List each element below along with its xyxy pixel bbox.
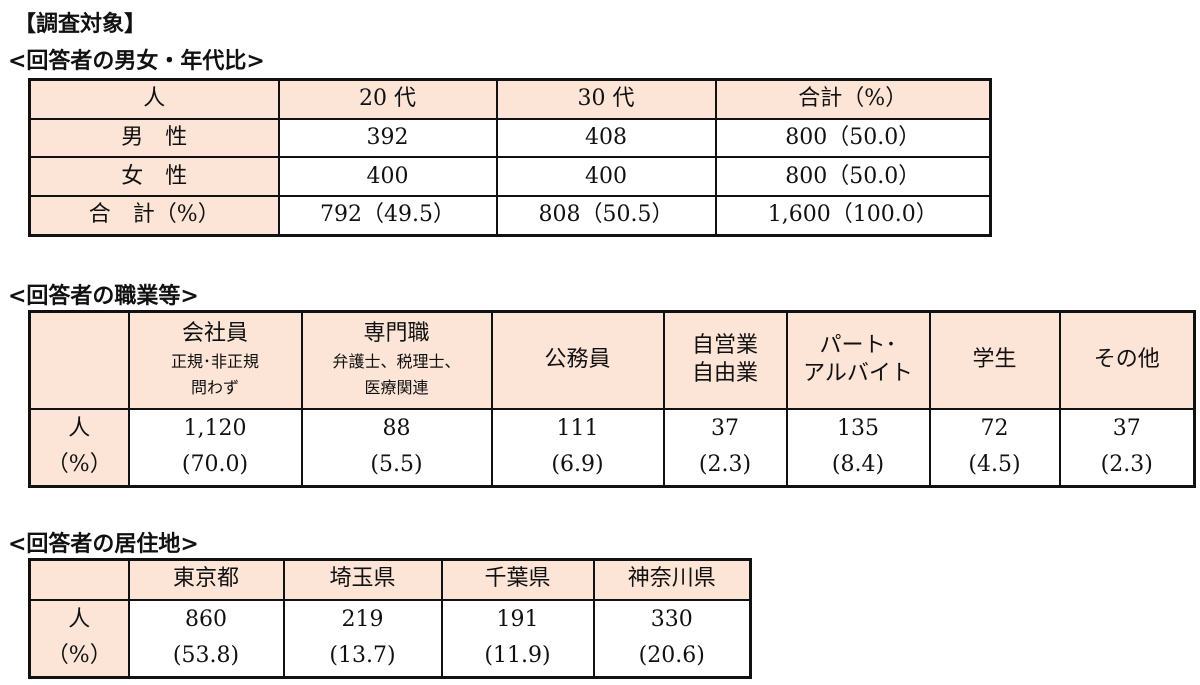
cell: 1,600（100.0） [714,195,992,237]
cell: 392 [277,117,498,159]
header-cell: 合計（%） [714,78,992,120]
occupation-name: 自営業 [691,332,758,358]
row-label: 女 性 [28,156,280,198]
row-label-count: 人 [68,607,91,633]
occupation-heading: <回答者の職業等> [8,284,199,309]
occupation-name: 専門職 [363,321,430,347]
cell: 219 (13.7) [282,598,443,679]
header-cell: 学生 [928,310,1061,410]
cell: 88 (5.5) [300,407,493,488]
percent-value: (6.9) [551,452,604,478]
percent-value: (53.8) [172,643,240,669]
occupation-table: 会社員 正規･非正規 問わず 専門職 弁護士、税理士、 医療関連 公務員 自営業 自由業 パート･… [28,310,1196,488]
percent-value: (8.4) [831,452,885,478]
residence-heading: <回答者の居住地> [8,532,199,557]
count-value: 37 [711,416,739,442]
cell: 37 (2.3) [662,407,788,488]
table-row: 男 性 392 408 800（50.0） [28,117,992,159]
percent-value: (11.9) [484,643,551,669]
table-header-row: 会社員 正規･非正規 問わず 専門職 弁護士、税理士、 医療関連 公務員 自営業 自由業 パート･… [28,310,1196,410]
header-cell: 公務員 [490,310,665,410]
header-cell: 埼玉県 [282,558,443,601]
percent-value: (2.3) [1100,452,1153,478]
percent-value: (2.3) [698,452,752,478]
header-cell: 30 代 [495,78,717,120]
occupation-note: 正規･非正規 [170,351,259,371]
cell: 800（50.0） [714,117,992,159]
cell: 72 (4.5) [928,407,1061,488]
occupation-note: アルバイト [803,361,913,387]
percent-value: (70.0) [181,452,249,478]
corner-cell [28,310,130,410]
header-cell: 人 [28,78,280,120]
occupation-name: その他 [1093,346,1160,372]
occupation-note: 自由業 [691,361,758,387]
percent-value: (4.5) [968,452,1021,478]
percent-value: (5.5) [370,452,423,478]
cell: 330 (20.6) [592,598,752,679]
row-label: 男 性 [28,117,280,159]
cell: 860 (53.8) [127,598,285,679]
row-label: 人 （%） [28,598,130,679]
header-cell: 千葉県 [440,558,595,601]
occupation-name: 会社員 [181,321,248,347]
count-value: 72 [980,416,1009,442]
cell: 37 (2.3) [1058,407,1196,488]
header-cell: 会社員正規･非正規 問わず [127,310,303,410]
header-cell: 神奈川県 [592,558,752,601]
count-value: 191 [496,607,539,633]
cell: 191 (11.9) [440,598,595,679]
header-cell: 自営業 自由業 [662,310,788,410]
table-row: 合 計（%） 792（49.5） 808（50.5） 1,600（100.0） [28,195,992,237]
table-row: 人 （%） 860 (53.8) 219 (13.7) 191 (11.9) 330 (20.… [28,598,752,679]
cell: 1,120 (70.0) [127,407,303,488]
cell: 808（50.5） [495,195,717,237]
page-title: 【調査対象】 [14,12,147,37]
table-header-row: 人 20 代 30 代 合計（%） [28,78,992,120]
header-cell: 東京都 [127,558,285,601]
occupation-name: パート･ [819,332,897,358]
count-value: 37 [1112,416,1141,442]
count-value: 111 [556,416,599,442]
count-value: 860 [185,607,227,633]
header-cell: パート･ アルバイト [785,310,931,410]
row-label: 人 （%） [28,407,130,488]
occupation-name: 学生 [972,346,1017,372]
count-value: 1,120 [183,416,247,442]
cell: 135 (8.4) [785,407,931,488]
residence-table: 東京都 埼玉県 千葉県 神奈川県 人 （%） 860 (53.8) 219 (13.7) 19… [28,558,752,679]
count-value: 88 [382,416,411,442]
cell: 400 [495,156,717,198]
header-cell: その他 [1058,310,1196,410]
count-value: 219 [341,607,384,633]
occupation-note: 弁護士、税理士、 [332,351,461,371]
corner-cell [28,558,130,601]
row-label-pct: （%） [46,643,112,669]
count-value: 330 [650,607,693,633]
table-row: 人 （%） 1,120 (70.0) 88 (5.5) 111 (6.9) 37 (2.3) 1… [28,407,1196,488]
cell: 111 (6.9) [490,407,665,488]
count-value: 135 [837,416,879,442]
occupation-note: 問わず [190,377,239,397]
row-label: 合 計（%） [28,195,280,237]
percent-value: (20.6) [638,643,705,669]
percent-value: (13.7) [329,643,396,669]
table-row: 女 性 400 400 800（50.0） [28,156,992,198]
cell: 400 [277,156,498,198]
cell: 408 [495,117,717,159]
table-header-row: 東京都 埼玉県 千葉県 神奈川県 [28,558,752,601]
row-label-count: 人 [68,416,91,442]
gender-age-table: 人 20 代 30 代 合計（%） 男 性 392 408 800（50.0） … [28,78,992,237]
occupation-name: 公務員 [544,346,611,372]
header-cell: 20 代 [277,78,498,120]
cell: 792（49.5） [277,195,498,237]
row-label-pct: （%） [46,452,112,478]
occupation-note: 医療関連 [364,377,429,397]
gender-age-heading: <回答者の男女・年代比> [8,49,265,74]
header-cell: 専門職弁護士、税理士、 医療関連 [300,310,493,410]
cell: 800（50.0） [714,156,992,198]
